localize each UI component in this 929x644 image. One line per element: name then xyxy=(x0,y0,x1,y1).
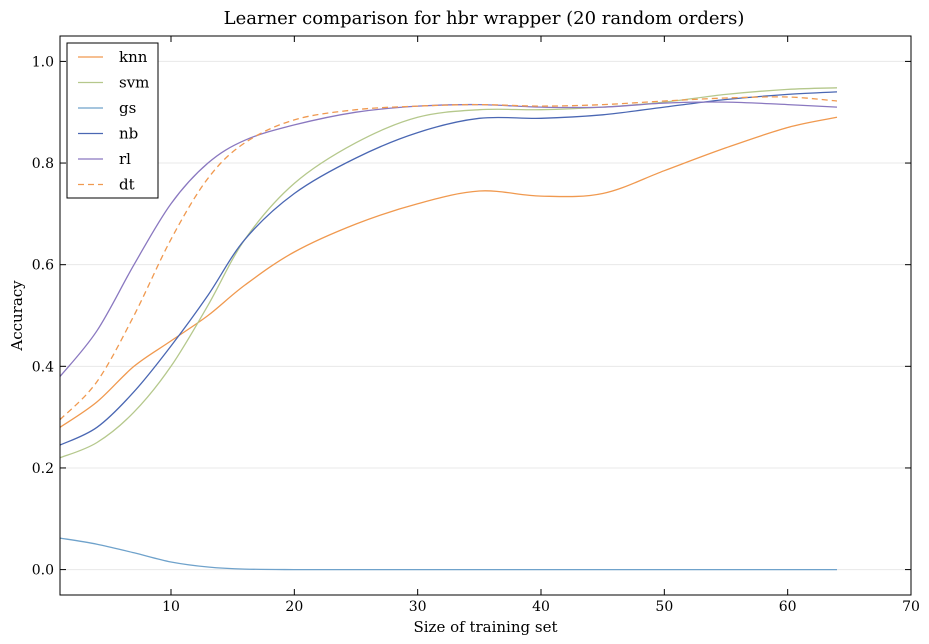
legend-label-dt: dt xyxy=(119,176,135,194)
gridlines xyxy=(60,60,911,571)
x-tick-label: 20 xyxy=(285,599,303,615)
legend-label-gs: gs xyxy=(119,99,136,117)
legend-label-svm: svm xyxy=(119,74,149,92)
series-line-rl xyxy=(59,101,838,377)
legend-label-rl: rl xyxy=(119,150,131,168)
x-tick-label: 30 xyxy=(409,599,427,615)
plot-frame xyxy=(59,35,912,596)
x-tick-label: 70 xyxy=(902,599,920,615)
y-tick-label: 1.0 xyxy=(32,54,54,70)
legend-box xyxy=(66,42,159,199)
legend-label-knn: knn xyxy=(119,48,148,66)
series-line-gs xyxy=(59,537,837,571)
axis-ticks: 0.0 0.2 0.4 0.6 0.8 1.0 10 20 30 40 50 60 70 xyxy=(32,36,920,615)
x-tick-label: 50 xyxy=(655,599,673,615)
series-line-nb xyxy=(59,91,838,446)
x-tick-label: 40 xyxy=(532,599,550,615)
y-axis-title: Accuracy xyxy=(8,280,26,352)
y-tick-label: 0.2 xyxy=(32,461,54,477)
series-line-svm xyxy=(59,87,838,459)
series-line-knn xyxy=(59,116,838,428)
x-axis-title: Size of training set xyxy=(413,618,557,636)
legend-label-nb: nb xyxy=(119,125,138,143)
y-tick-label: 0.8 xyxy=(32,156,54,172)
y-tick-label: 0.4 xyxy=(32,359,54,375)
x-tick-label: 10 xyxy=(162,599,180,615)
legend: knn svm gs nb rl dt xyxy=(66,42,159,199)
chart-title: Learner comparison for hbr wrapper (20 r… xyxy=(224,8,745,29)
series-layer xyxy=(59,87,838,571)
x-tick-label: 60 xyxy=(779,599,797,615)
y-tick-label: 0.0 xyxy=(32,563,54,579)
series-line-dt xyxy=(59,96,838,421)
y-tick-label: 0.6 xyxy=(32,258,54,274)
